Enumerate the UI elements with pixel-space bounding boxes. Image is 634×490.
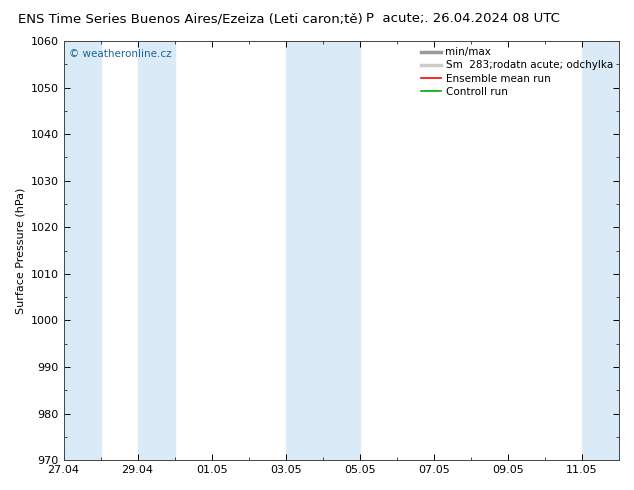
Text: ENS Time Series Buenos Aires/Ezeiza (Leti caron;tě): ENS Time Series Buenos Aires/Ezeiza (Let… — [18, 12, 363, 25]
Legend: min/max, Sm  283;rodatn acute; odchylka, Ensemble mean run, Controll run: min/max, Sm 283;rodatn acute; odchylka, … — [417, 43, 617, 101]
Bar — [286, 41, 323, 460]
Bar — [138, 41, 174, 460]
Bar — [63, 41, 101, 460]
Bar — [582, 41, 619, 460]
Text: © weatheronline.cz: © weatheronline.cz — [69, 49, 172, 59]
Text: P  acute;. 26.04.2024 08 UTC: P acute;. 26.04.2024 08 UTC — [366, 12, 560, 25]
Y-axis label: Surface Pressure (hPa): Surface Pressure (hPa) — [15, 187, 25, 314]
Bar — [323, 41, 359, 460]
